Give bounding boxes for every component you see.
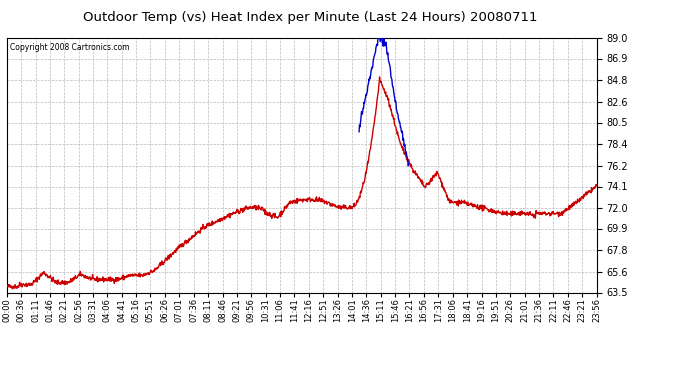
Text: Outdoor Temp (vs) Heat Index per Minute (Last 24 Hours) 20080711: Outdoor Temp (vs) Heat Index per Minute … [83,11,538,24]
Text: Copyright 2008 Cartronics.com: Copyright 2008 Cartronics.com [10,43,129,52]
